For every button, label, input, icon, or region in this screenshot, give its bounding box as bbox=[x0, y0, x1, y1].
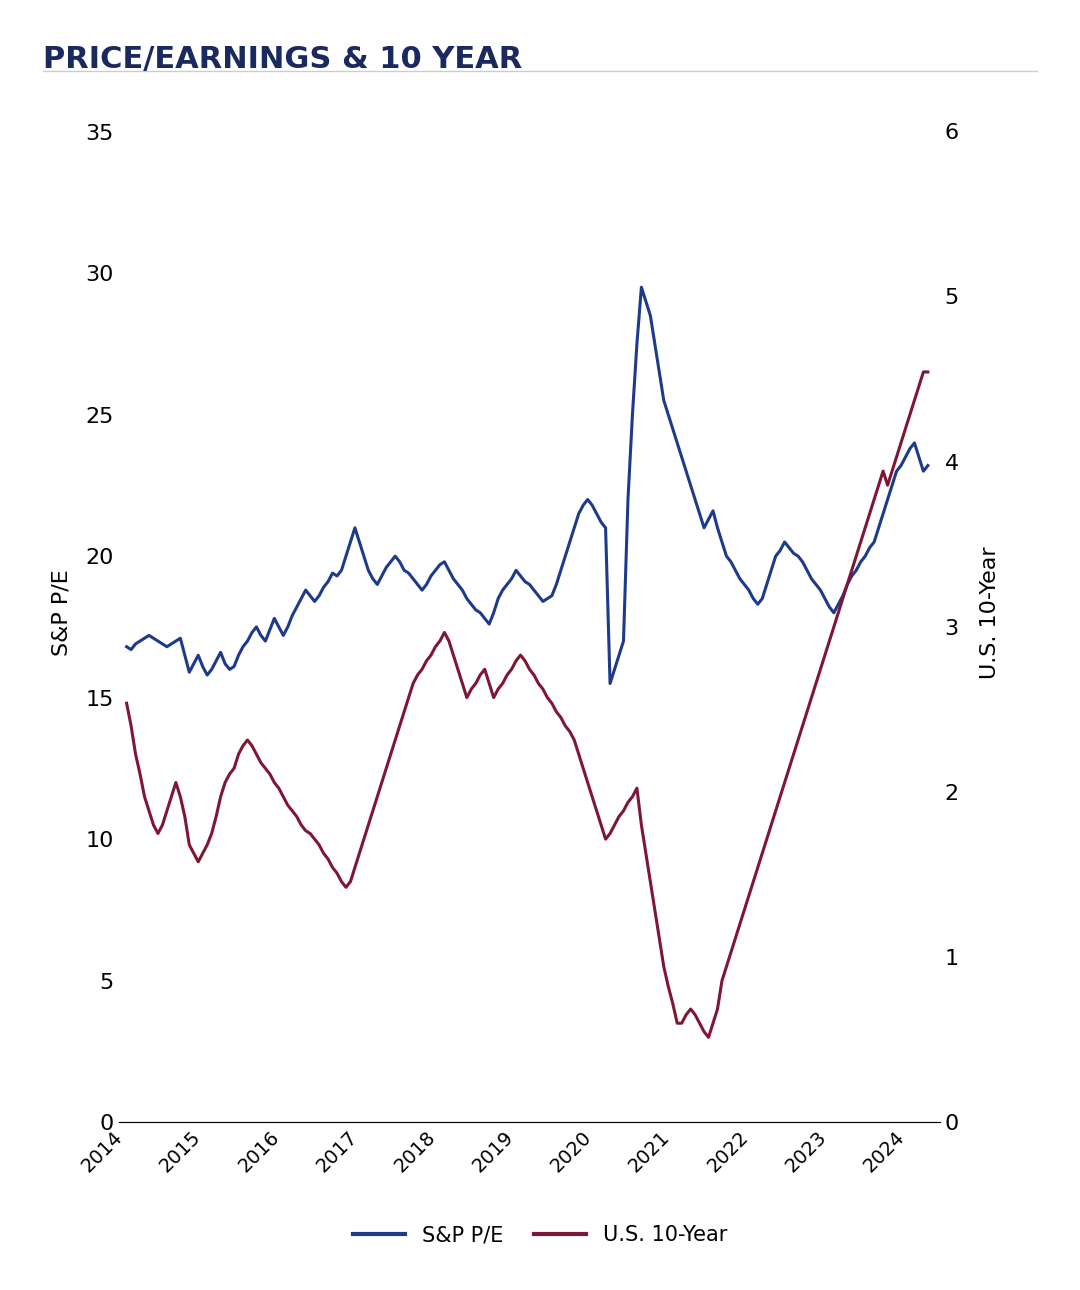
Text: PRICE/EARNINGS & 10 YEAR: PRICE/EARNINGS & 10 YEAR bbox=[43, 45, 523, 74]
Y-axis label: S&P P/E: S&P P/E bbox=[52, 569, 71, 657]
Y-axis label: U.S. 10-Year: U.S. 10-Year bbox=[980, 547, 1000, 679]
Legend: S&P P/E, U.S. 10-Year: S&P P/E, U.S. 10-Year bbox=[345, 1218, 735, 1254]
